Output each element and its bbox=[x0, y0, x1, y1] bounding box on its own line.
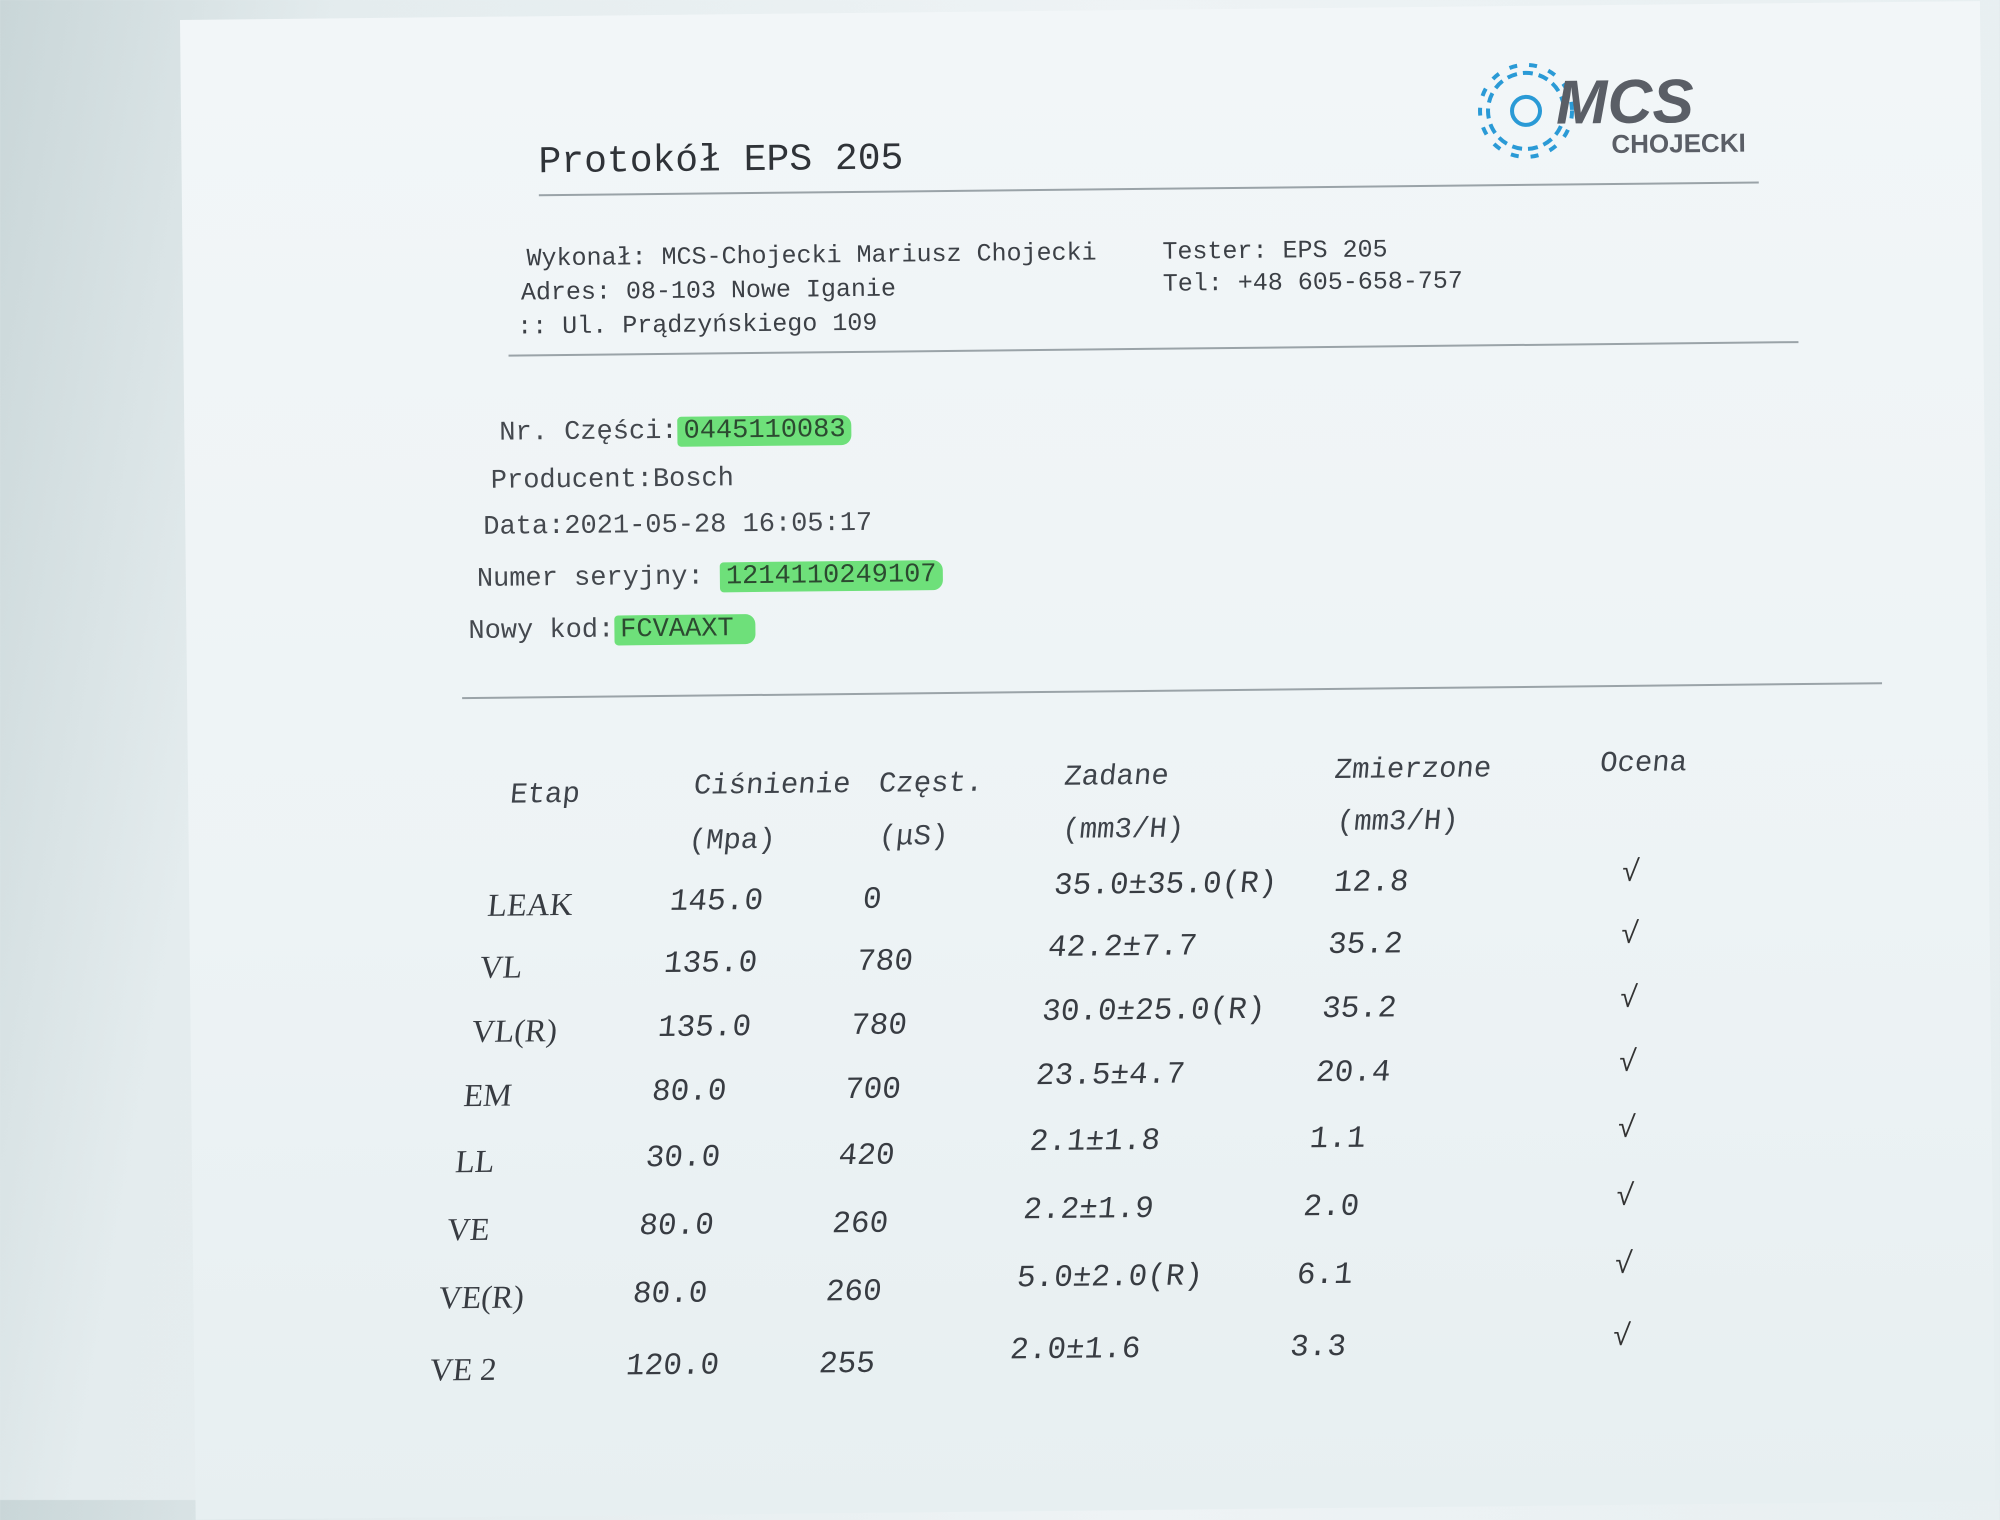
cell-target: 2.2±1.9 bbox=[1021, 1191, 1156, 1229]
cell-frequency: 780 bbox=[855, 944, 915, 980]
cell-result: √ bbox=[1612, 1248, 1635, 1284]
new-code: Nowy kod: FCVAAXT bbox=[468, 614, 756, 647]
cell-target: 5.0±2.0(R) bbox=[1015, 1259, 1205, 1297]
cell-stage: VE bbox=[445, 1210, 492, 1248]
serial-value: 1214110249107 bbox=[719, 560, 943, 593]
cell-frequency: 260 bbox=[824, 1274, 884, 1311]
cell-result: √ bbox=[1616, 1046, 1639, 1082]
header-etap: Etap bbox=[508, 777, 582, 812]
cell-result: √ bbox=[1615, 1112, 1637, 1148]
cell-stage: VL bbox=[478, 948, 525, 985]
divider bbox=[508, 341, 1799, 357]
cell-frequency: 260 bbox=[830, 1206, 890, 1243]
cell-result: √ bbox=[1619, 856, 1642, 891]
cell-pressure: 120.0 bbox=[624, 1348, 721, 1385]
header-target-unit: (mm3/H) bbox=[1060, 812, 1186, 847]
cell-stage: LL bbox=[453, 1142, 497, 1180]
cell-measured: 35.2 bbox=[1326, 927, 1405, 964]
producer-value: Bosch bbox=[652, 464, 735, 496]
cell-target: 30.0±25.0(R) bbox=[1040, 992, 1267, 1031]
cell-pressure: 80.0 bbox=[650, 1074, 728, 1111]
page-title: Protokół EPS 205 bbox=[538, 137, 904, 185]
cell-result: √ bbox=[1619, 918, 1641, 953]
cell-measured: 35.2 bbox=[1320, 991, 1399, 1028]
cell-measured: 12.8 bbox=[1332, 865, 1411, 901]
cell-result: √ bbox=[1618, 982, 1640, 1017]
date-value: 2021-05-28 16:05:17 bbox=[564, 508, 873, 543]
cell-target: 2.0±1.6 bbox=[1008, 1331, 1142, 1369]
serial-label: Numer seryjny: bbox=[476, 562, 704, 595]
cell-stage: VL(R) bbox=[470, 1012, 559, 1050]
cell-pressure: 135.0 bbox=[662, 945, 759, 983]
svg-text:MCS: MCS bbox=[1556, 67, 1694, 137]
header-target: Zadane bbox=[1062, 759, 1171, 794]
cell-pressure: 30.0 bbox=[643, 1140, 722, 1177]
date-label: Data: bbox=[483, 512, 565, 543]
cell-target: 35.0±35.0(R) bbox=[1052, 866, 1279, 904]
part-number: Nr. Części: 0445110083 bbox=[499, 414, 852, 449]
mcs-logo: MCS CHOJECKI bbox=[1478, 62, 1746, 159]
cell-stage: VE 2 bbox=[428, 1350, 499, 1388]
cell-frequency: 255 bbox=[817, 1346, 877, 1383]
new-code-label: Nowy kod: bbox=[468, 615, 615, 648]
part-number-label: Nr. Części: bbox=[499, 416, 678, 449]
cell-measured: 1.1 bbox=[1308, 1121, 1368, 1158]
part-number-value: 0445110083 bbox=[677, 414, 852, 447]
header-pressure-unit: (Mpa) bbox=[687, 823, 778, 858]
cell-result: √ bbox=[1611, 1320, 1633, 1356]
cell-pressure: 80.0 bbox=[637, 1208, 716, 1245]
divider bbox=[538, 181, 1759, 197]
header-measured-unit: (mm3/H) bbox=[1335, 804, 1461, 839]
cell-pressure: 135.0 bbox=[656, 1010, 753, 1047]
header-frequency: Częst. bbox=[877, 766, 985, 801]
protocol-sheet: Protokół EPS 205 MCS CHOJECKI Wykonał: M… bbox=[180, 1, 1996, 1520]
cell-target: 2.1±1.8 bbox=[1028, 1123, 1162, 1161]
header-result: Ocena bbox=[1598, 746, 1689, 781]
cell-target: 42.2±7.7 bbox=[1046, 929, 1199, 966]
serial-number: Numer seryjny: 1214110249107 bbox=[477, 560, 943, 595]
header-frequency-unit: (μS) bbox=[877, 819, 951, 854]
cell-measured: 20.4 bbox=[1314, 1055, 1393, 1092]
producer-label: Producent: bbox=[490, 465, 654, 497]
performed-by: Wykonał: MCS-Chojecki Mariusz Chojecki bbox=[526, 238, 1097, 274]
date: Data:2021-05-28 16:05:17 bbox=[483, 509, 872, 543]
address-line-1: Adres: 08-103 Nowe Iganie bbox=[520, 274, 897, 308]
address-line-2: :: Ul. Prądzyńskiego 109 bbox=[517, 308, 878, 342]
cell-frequency: 420 bbox=[836, 1138, 897, 1175]
cell-stage: EM bbox=[462, 1076, 514, 1114]
cell-frequency: 780 bbox=[849, 1008, 909, 1045]
cell-stage: LEAK bbox=[486, 885, 575, 923]
cell-measured: 2.0 bbox=[1301, 1189, 1361, 1226]
svg-text:CHOJECKI: CHOJECKI bbox=[1611, 128, 1746, 159]
cell-stage: VE(R) bbox=[437, 1278, 526, 1316]
cell-pressure: 80.0 bbox=[631, 1276, 709, 1313]
cell-measured: 3.3 bbox=[1288, 1329, 1348, 1366]
cell-result: √ bbox=[1614, 1180, 1636, 1216]
header-measured: Zmierzone bbox=[1333, 752, 1493, 787]
producer: Producent:Bosch bbox=[491, 464, 734, 497]
cell-target: 23.5±4.7 bbox=[1034, 1057, 1187, 1095]
divider bbox=[462, 682, 1883, 700]
cell-measured: 6.1 bbox=[1295, 1257, 1355, 1294]
cell-pressure: 145.0 bbox=[668, 883, 765, 920]
header-pressure: Ciśnienie bbox=[692, 768, 853, 803]
phone: Tel: +48 605-658-757 bbox=[1162, 266, 1464, 299]
tester: Tester: EPS 205 bbox=[1162, 235, 1388, 267]
new-code-value: FCVAAXT bbox=[614, 614, 756, 646]
cell-frequency: 700 bbox=[843, 1072, 903, 1109]
cell-frequency: 0 bbox=[861, 882, 884, 918]
